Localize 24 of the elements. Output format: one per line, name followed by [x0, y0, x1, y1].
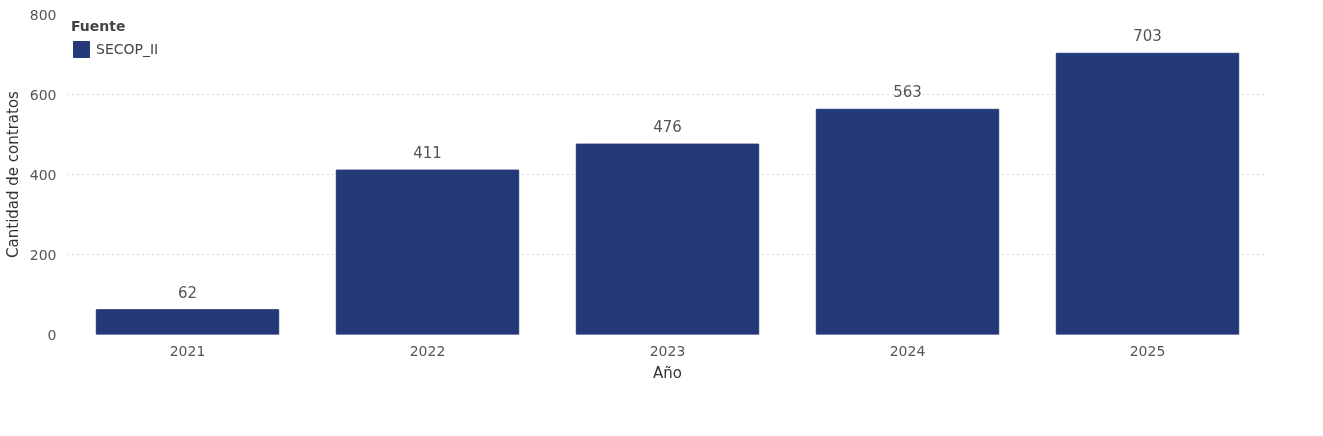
y-tick-label: 200	[29, 246, 57, 263]
x-tick-label: 2021	[169, 342, 206, 359]
bar	[335, 169, 520, 335]
y-tick-label: 400	[29, 166, 57, 183]
data-label: 563	[893, 83, 922, 102]
x-tick-label: 2024	[889, 342, 926, 359]
x-axis-title: Año	[653, 363, 682, 382]
data-label: 411	[413, 144, 442, 163]
y-tick-label: 0	[47, 326, 57, 343]
y-axis-title: Cantidad de contratos	[3, 90, 22, 258]
bar	[95, 309, 280, 335]
legend-title: Fuente	[71, 18, 127, 34]
x-tick-label: 2023	[649, 342, 686, 359]
bar	[575, 143, 760, 335]
legend-label: SECOP_II	[96, 41, 159, 57]
data-label: 62	[177, 283, 198, 302]
data-label: 703	[1133, 27, 1162, 46]
data-label: 476	[653, 118, 682, 137]
x-tick-label: 2022	[409, 342, 446, 359]
bar	[1055, 52, 1240, 335]
y-tick-label: 800	[29, 6, 57, 23]
x-tick-label: 2025	[1129, 342, 1166, 359]
bar	[815, 108, 1000, 335]
y-tick-label: 600	[29, 86, 57, 103]
